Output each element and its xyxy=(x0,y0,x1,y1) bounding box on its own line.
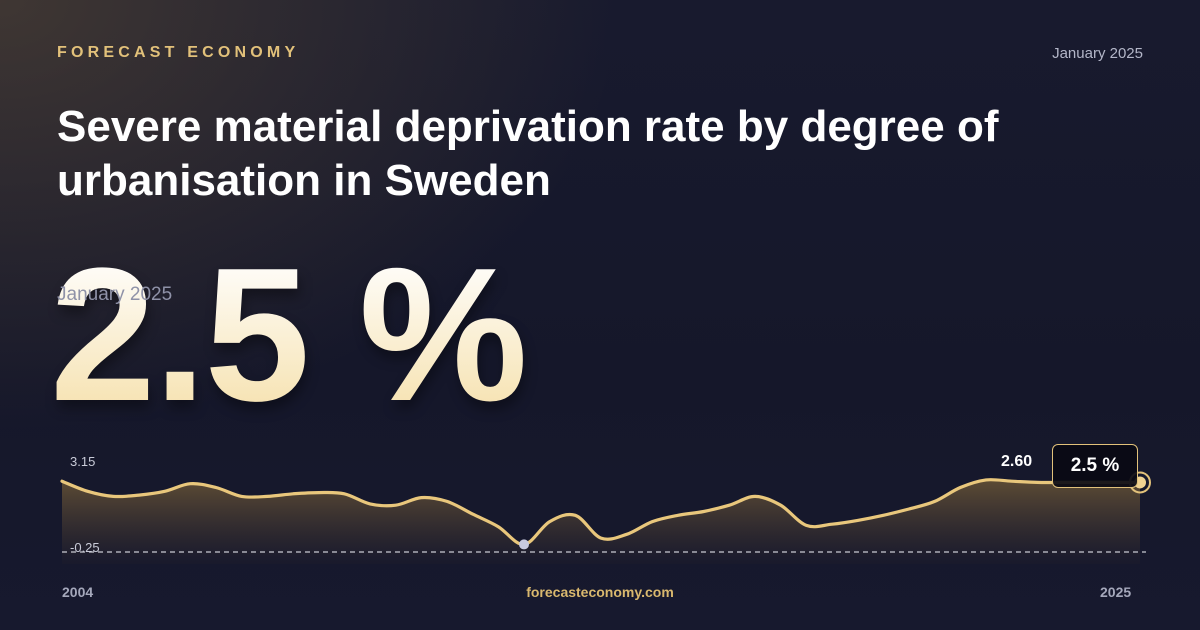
headline-value: 2.5 % xyxy=(50,229,528,441)
series-line xyxy=(60,478,1142,546)
report-date: January 2025 xyxy=(1052,45,1143,62)
brand-name: FORECAST ECONOMY xyxy=(57,44,300,61)
y-tick-max: 3.15 xyxy=(70,454,95,469)
peak-value-label: 2.60 xyxy=(1001,453,1033,470)
headline-date: January 2025 xyxy=(57,284,173,305)
site-url: forecasteconomy.com xyxy=(526,584,674,600)
headline-value-shadow: 2.5 % xyxy=(52,248,530,438)
last-value-badge: 2.5 % xyxy=(1052,444,1138,488)
area-fill xyxy=(62,479,1140,564)
x-tick-start: 2004 xyxy=(62,584,94,600)
page-title: Severe material deprivation rate by degr… xyxy=(57,102,999,205)
min-point-marker xyxy=(519,539,529,550)
x-tick-end: 2025 xyxy=(1100,584,1132,600)
y-tick-min: -0.25 xyxy=(70,540,100,555)
